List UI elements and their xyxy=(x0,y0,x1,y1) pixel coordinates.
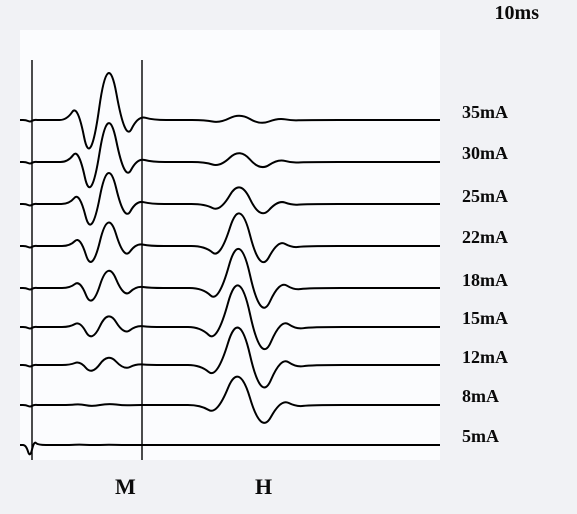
waveform-plot xyxy=(20,30,440,460)
trace-label-30mA: 30mA xyxy=(462,143,508,164)
trace-22mA xyxy=(20,213,440,262)
trace-35mA xyxy=(20,73,440,148)
trace-12mA xyxy=(20,328,440,388)
trace-5mA xyxy=(20,443,440,455)
trace-label-12mA: 12mA xyxy=(462,347,508,368)
figure-frame: 10ms 5mA 8mA 12mA 15mA 18mA 22mA 25mA 30… xyxy=(0,0,577,514)
trace-25mA xyxy=(20,173,440,225)
trace-8mA xyxy=(20,377,440,423)
trace-label-8mA: 8mA xyxy=(462,386,499,407)
waveform-svg xyxy=(20,30,440,460)
axis-marker-M: M xyxy=(115,474,136,500)
timebase-label: 10ms xyxy=(495,2,539,25)
trace-label-5mA: 5mA xyxy=(462,426,499,447)
axis-marker-H: H xyxy=(255,474,272,500)
trace-label-22mA: 22mA xyxy=(462,227,508,248)
trace-label-18mA: 18mA xyxy=(462,270,508,291)
trace-label-35mA: 35mA xyxy=(462,102,508,123)
trace-label-25mA: 25mA xyxy=(462,186,508,207)
trace-label-15mA: 15mA xyxy=(462,308,508,329)
